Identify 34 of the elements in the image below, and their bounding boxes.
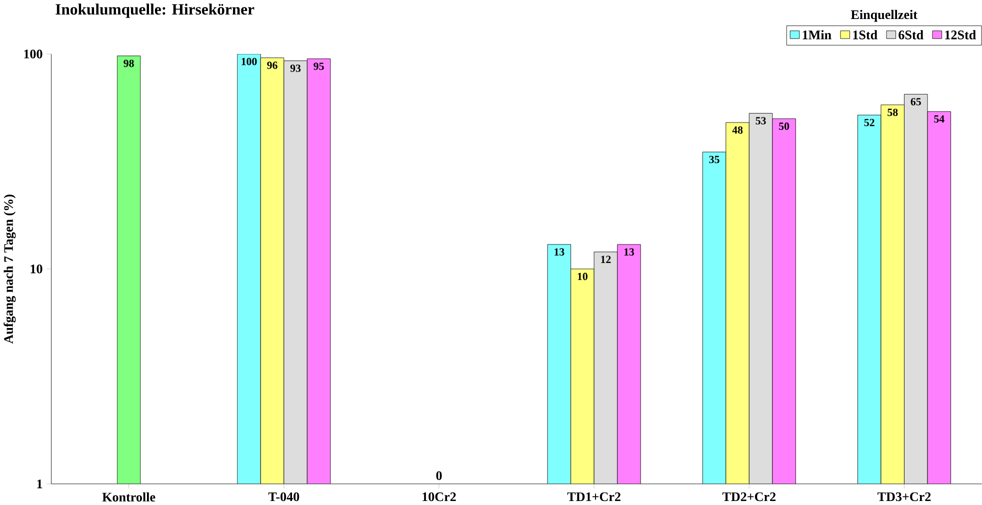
x-tick-label: Kontrolle xyxy=(102,492,156,502)
data-label: 35 xyxy=(709,156,720,164)
x-tick-label: TD2+Cr2 xyxy=(722,492,776,502)
data-label: 53 xyxy=(756,117,766,124)
annotation: 0 xyxy=(436,471,442,480)
x-tick-label: TD1+Cr2 xyxy=(567,492,620,502)
data-label: 48 xyxy=(732,126,743,134)
x-tick-label: T-040 xyxy=(268,492,300,502)
data-label: 96 xyxy=(267,62,278,69)
data-label: 95 xyxy=(314,62,324,70)
x-tick-label: 10Cr2 xyxy=(422,492,456,502)
data-label: 54 xyxy=(934,115,944,123)
y-tick-label: 100 xyxy=(24,49,42,58)
legend-label: 12Std xyxy=(945,30,976,40)
legend-title: Einquellzeit xyxy=(850,10,918,22)
legend-label: 1Std xyxy=(853,30,878,40)
data-label: 100 xyxy=(242,58,257,66)
data-label: 65 xyxy=(910,98,921,106)
data-label: 58 xyxy=(888,108,898,116)
y-tick-label: 10 xyxy=(30,264,42,274)
data-label: 98 xyxy=(124,60,134,67)
legend-label: 6Std xyxy=(898,30,924,40)
y-axis-title: Aufgang nach 7 Tagen (%) xyxy=(4,194,16,344)
data-label: 10 xyxy=(578,272,588,280)
data-label: 12 xyxy=(601,256,611,263)
data-label: 52 xyxy=(864,118,874,126)
y-tick-label: 1 xyxy=(37,479,42,488)
data-label: 13 xyxy=(624,248,634,256)
data-label: 93 xyxy=(290,64,301,72)
x-tick-label: TD3+Cr2 xyxy=(878,492,931,502)
data-label: 13 xyxy=(554,248,564,256)
data-label: 50 xyxy=(779,122,790,130)
legend-label: 1Min xyxy=(802,30,832,40)
chart-title: Inokulumquelle: Hirsekörner xyxy=(56,4,254,18)
